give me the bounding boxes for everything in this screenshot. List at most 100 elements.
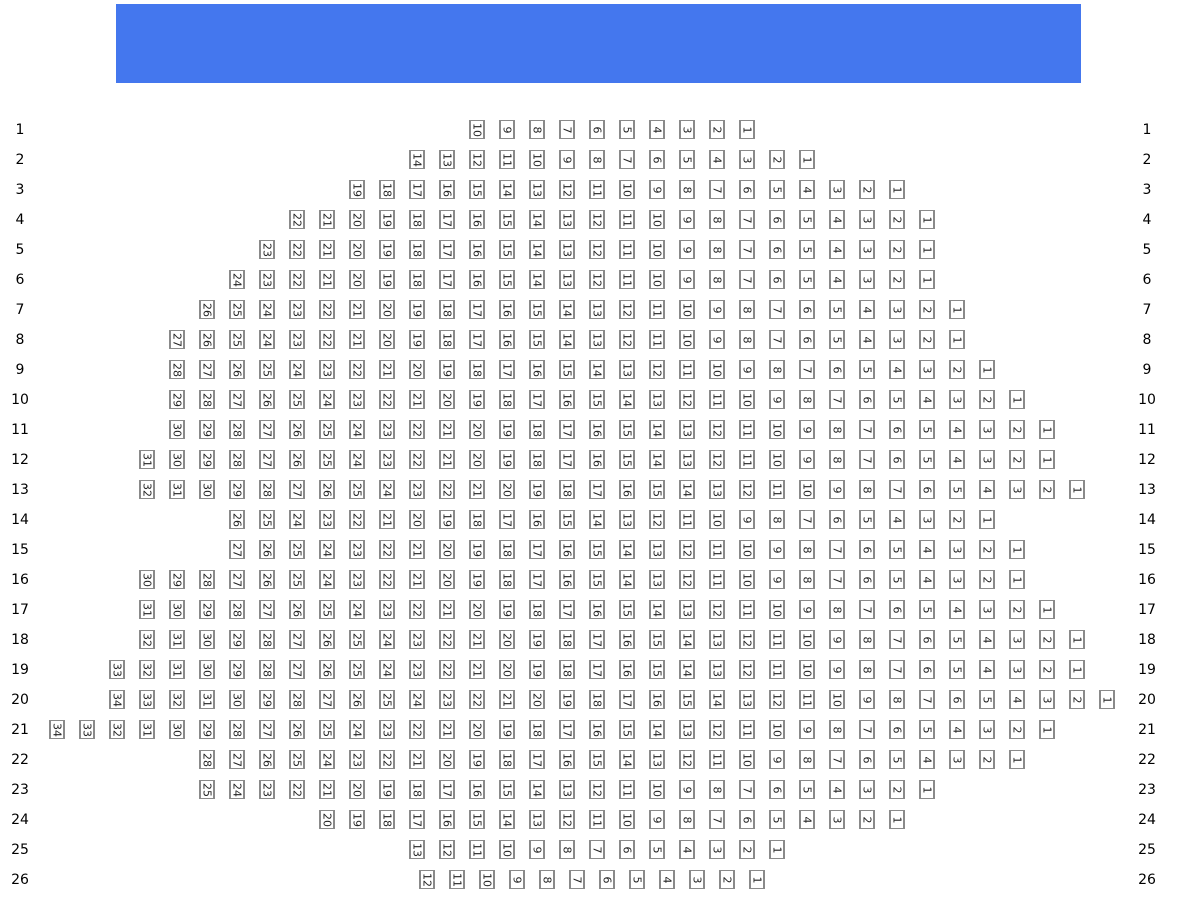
seat-row18-30[interactable]: 30 xyxy=(199,630,215,649)
seat-row21-27[interactable]: 27 xyxy=(259,720,275,739)
seat-row4-13[interactable]: 13 xyxy=(559,210,575,229)
seat-row10-22[interactable]: 22 xyxy=(379,390,395,409)
seat-row12-7[interactable]: 7 xyxy=(859,450,875,469)
seat-row6-18[interactable]: 18 xyxy=(409,270,425,289)
seat-row24-12[interactable]: 12 xyxy=(559,810,575,829)
seat-row11-1[interactable]: 1 xyxy=(1039,420,1055,439)
seat-row7-16[interactable]: 16 xyxy=(499,300,515,319)
seat-row20-24[interactable]: 24 xyxy=(409,690,425,709)
seat-row10-11[interactable]: 11 xyxy=(709,390,725,409)
seat-row12-18[interactable]: 18 xyxy=(529,450,545,469)
seat-row15-22[interactable]: 22 xyxy=(379,540,395,559)
seat-row21-19[interactable]: 19 xyxy=(499,720,515,739)
seat-row14-22[interactable]: 22 xyxy=(349,510,365,529)
seat-row11-30[interactable]: 30 xyxy=(169,420,185,439)
seat-row22-21[interactable]: 21 xyxy=(409,750,425,769)
seat-row18-6[interactable]: 6 xyxy=(919,630,935,649)
seat-row9-25[interactable]: 25 xyxy=(259,360,275,379)
seat-row7-19[interactable]: 19 xyxy=(409,300,425,319)
seat-row4-6[interactable]: 6 xyxy=(769,210,785,229)
seat-row4-2[interactable]: 2 xyxy=(889,210,905,229)
seat-row3-8[interactable]: 8 xyxy=(679,180,695,199)
seat-row12-9[interactable]: 9 xyxy=(799,450,815,469)
seat-row16-15[interactable]: 15 xyxy=(589,570,605,589)
seat-row11-4[interactable]: 4 xyxy=(949,420,965,439)
seat-row10-12[interactable]: 12 xyxy=(679,390,695,409)
seat-row4-8[interactable]: 8 xyxy=(709,210,725,229)
seat-row20-32[interactable]: 32 xyxy=(169,690,185,709)
seat-row12-22[interactable]: 22 xyxy=(409,450,425,469)
seat-row22-13[interactable]: 13 xyxy=(649,750,665,769)
seat-row17-2[interactable]: 2 xyxy=(1009,600,1025,619)
seat-row13-15[interactable]: 15 xyxy=(649,480,665,499)
seat-row5-11[interactable]: 11 xyxy=(619,240,635,259)
seat-row8-10[interactable]: 10 xyxy=(679,330,695,349)
seat-row19-19[interactable]: 19 xyxy=(529,660,545,679)
seat-row17-4[interactable]: 4 xyxy=(949,600,965,619)
seat-row7-5[interactable]: 5 xyxy=(829,300,845,319)
seat-row21-2[interactable]: 2 xyxy=(1009,720,1025,739)
seat-row18-17[interactable]: 17 xyxy=(589,630,605,649)
seat-row2-9[interactable]: 9 xyxy=(559,150,575,169)
seat-row23-25[interactable]: 25 xyxy=(199,780,215,799)
seat-row2-6[interactable]: 6 xyxy=(649,150,665,169)
seat-row10-28[interactable]: 28 xyxy=(199,390,215,409)
seat-row19-33[interactable]: 33 xyxy=(109,660,125,679)
seat-row13-22[interactable]: 22 xyxy=(439,480,455,499)
seat-row10-16[interactable]: 16 xyxy=(559,390,575,409)
seat-row1-5[interactable]: 5 xyxy=(619,120,635,139)
seat-row13-5[interactable]: 5 xyxy=(949,480,965,499)
seat-row3-3[interactable]: 3 xyxy=(829,180,845,199)
seat-row12-4[interactable]: 4 xyxy=(949,450,965,469)
seat-row10-5[interactable]: 5 xyxy=(889,390,905,409)
seat-row18-22[interactable]: 22 xyxy=(439,630,455,649)
seat-row5-18[interactable]: 18 xyxy=(409,240,425,259)
seat-row16-10[interactable]: 10 xyxy=(739,570,755,589)
seat-row13-6[interactable]: 6 xyxy=(919,480,935,499)
seat-row21-16[interactable]: 16 xyxy=(589,720,605,739)
seat-row5-22[interactable]: 22 xyxy=(289,240,305,259)
seat-row12-14[interactable]: 14 xyxy=(649,450,665,469)
seat-row14-4[interactable]: 4 xyxy=(889,510,905,529)
seat-row17-15[interactable]: 15 xyxy=(619,600,635,619)
seat-row13-8[interactable]: 8 xyxy=(859,480,875,499)
seat-row6-4[interactable]: 4 xyxy=(829,270,845,289)
seat-row11-10[interactable]: 10 xyxy=(769,420,785,439)
seat-row4-15[interactable]: 15 xyxy=(499,210,515,229)
seat-row13-23[interactable]: 23 xyxy=(409,480,425,499)
seat-row6-8[interactable]: 8 xyxy=(709,270,725,289)
seat-row10-10[interactable]: 10 xyxy=(739,390,755,409)
seat-row18-5[interactable]: 5 xyxy=(949,630,965,649)
seat-row18-18[interactable]: 18 xyxy=(559,630,575,649)
seat-row4-19[interactable]: 19 xyxy=(379,210,395,229)
seat-row15-16[interactable]: 16 xyxy=(559,540,575,559)
seat-row20-33[interactable]: 33 xyxy=(139,690,155,709)
seat-row9-6[interactable]: 6 xyxy=(829,360,845,379)
seat-row22-2[interactable]: 2 xyxy=(979,750,995,769)
seat-row18-9[interactable]: 9 xyxy=(829,630,845,649)
seat-row5-15[interactable]: 15 xyxy=(499,240,515,259)
seat-row14-8[interactable]: 8 xyxy=(769,510,785,529)
seat-row8-2[interactable]: 2 xyxy=(919,330,935,349)
seat-row8-9[interactable]: 9 xyxy=(709,330,725,349)
seat-row3-11[interactable]: 11 xyxy=(589,180,605,199)
seat-row18-11[interactable]: 11 xyxy=(769,630,785,649)
seat-row7-20[interactable]: 20 xyxy=(379,300,395,319)
seat-row15-21[interactable]: 21 xyxy=(409,540,425,559)
seat-row14-5[interactable]: 5 xyxy=(859,510,875,529)
seat-row12-31[interactable]: 31 xyxy=(139,450,155,469)
seat-row20-18[interactable]: 18 xyxy=(589,690,605,709)
seat-row17-5[interactable]: 5 xyxy=(919,600,935,619)
seat-row1-4[interactable]: 4 xyxy=(649,120,665,139)
seat-row10-24[interactable]: 24 xyxy=(319,390,335,409)
seat-row9-14[interactable]: 14 xyxy=(589,360,605,379)
seat-row6-5[interactable]: 5 xyxy=(799,270,815,289)
seat-row18-4[interactable]: 4 xyxy=(979,630,995,649)
seat-row20-29[interactable]: 29 xyxy=(259,690,275,709)
seat-row25-3[interactable]: 3 xyxy=(709,840,725,859)
seat-row15-14[interactable]: 14 xyxy=(619,540,635,559)
seat-row8-16[interactable]: 16 xyxy=(499,330,515,349)
seat-row23-2[interactable]: 2 xyxy=(889,780,905,799)
seat-row9-17[interactable]: 17 xyxy=(499,360,515,379)
seat-row8-18[interactable]: 18 xyxy=(439,330,455,349)
